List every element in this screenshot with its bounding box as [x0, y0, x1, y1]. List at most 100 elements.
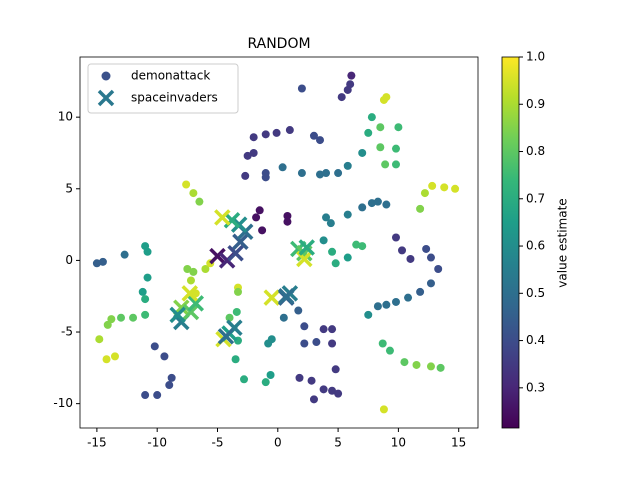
point [440, 183, 449, 192]
point [373, 197, 382, 206]
point [358, 203, 367, 212]
point [373, 302, 382, 311]
point [394, 123, 403, 132]
point [426, 279, 435, 288]
chart-title: RANDOM [247, 36, 310, 52]
point [110, 352, 119, 361]
point [181, 285, 198, 302]
point [451, 184, 460, 193]
point [195, 197, 204, 206]
point [385, 346, 394, 355]
point [376, 123, 385, 132]
point [167, 373, 176, 382]
legend-label: demonattack [131, 69, 210, 83]
point [92, 259, 101, 268]
colorbar-tick-label: 0.6 [526, 239, 545, 253]
point [316, 170, 325, 179]
point [334, 389, 343, 398]
point [352, 240, 361, 249]
point [367, 113, 376, 122]
point [98, 257, 107, 266]
x-tick-label: -10 [147, 436, 167, 450]
point [186, 276, 195, 285]
colorbar-label: value estimate [556, 198, 570, 287]
point [201, 265, 210, 273]
point [243, 151, 252, 160]
x-tick-label: 15 [451, 436, 466, 450]
point [307, 376, 316, 385]
x-tick-label: 10 [391, 436, 406, 450]
point [240, 375, 249, 384]
point [189, 267, 198, 276]
point [334, 169, 343, 178]
point [391, 144, 400, 153]
point [141, 295, 150, 304]
point [169, 306, 186, 324]
point [309, 131, 318, 140]
point [209, 247, 226, 265]
point [249, 148, 258, 157]
point [258, 226, 267, 235]
point [150, 342, 159, 351]
point [143, 273, 152, 282]
colorbar [501, 56, 520, 429]
point [391, 297, 400, 306]
point [223, 212, 241, 229]
colorbar-tick-label: 0.8 [526, 144, 545, 158]
point [272, 128, 281, 137]
point [241, 171, 250, 180]
point [367, 199, 376, 208]
point [300, 339, 309, 348]
point [426, 253, 435, 262]
point [285, 126, 294, 135]
point [165, 381, 174, 390]
point [328, 386, 337, 395]
point [160, 352, 169, 361]
point [358, 148, 367, 157]
point [225, 313, 234, 322]
point [120, 250, 129, 259]
point [343, 253, 352, 262]
point [283, 217, 292, 226]
y-tick-label: -10 [53, 396, 73, 410]
point [322, 213, 331, 222]
point [261, 378, 270, 387]
point [404, 293, 413, 302]
point [183, 265, 192, 273]
point [426, 362, 435, 371]
point [153, 391, 162, 400]
colorbar-tick-label: 1.0 [526, 50, 545, 64]
y-tick-label: 10 [58, 110, 73, 124]
point [376, 143, 385, 152]
point [217, 328, 235, 345]
point [319, 325, 328, 334]
point [422, 244, 431, 253]
point [309, 395, 318, 404]
point [278, 163, 287, 172]
plot-area [79, 56, 479, 429]
point [227, 245, 244, 262]
point [328, 339, 337, 348]
point [297, 169, 306, 178]
point [382, 300, 391, 309]
point [358, 242, 367, 251]
point [406, 254, 415, 263]
point [400, 358, 409, 367]
point [263, 289, 281, 306]
point [138, 287, 147, 296]
point [117, 313, 126, 322]
point [214, 209, 231, 226]
colorbar-tick-label: 0.7 [526, 191, 545, 205]
point [129, 313, 138, 322]
legend-label: spaceinvaders [131, 91, 218, 105]
point [343, 161, 352, 170]
point [346, 80, 355, 89]
point [249, 133, 258, 142]
point [364, 128, 373, 137]
point [434, 265, 443, 273]
point [347, 71, 356, 80]
point [382, 200, 391, 209]
point [189, 189, 198, 198]
point [412, 360, 421, 369]
x-tick-label: 0 [274, 436, 282, 450]
